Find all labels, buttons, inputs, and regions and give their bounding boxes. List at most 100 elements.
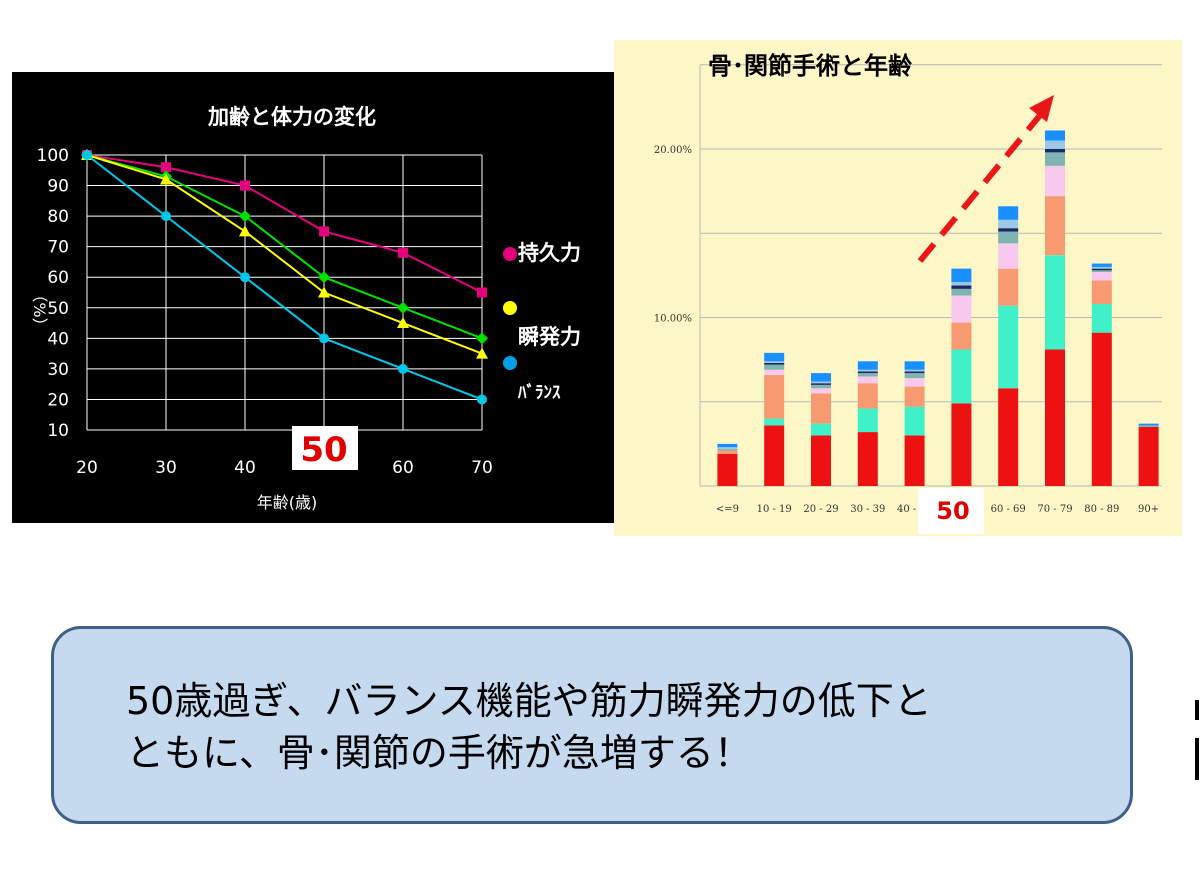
edge-mark-1 bbox=[1195, 700, 1199, 720]
point-triangle bbox=[160, 173, 172, 185]
bar-segment bbox=[717, 447, 738, 449]
bar-segment bbox=[998, 388, 1019, 486]
bar-segment bbox=[904, 361, 925, 370]
point-circle bbox=[82, 150, 92, 160]
bar-segment bbox=[1091, 266, 1112, 269]
bar-segment bbox=[857, 376, 878, 384]
point-circle bbox=[240, 272, 250, 283]
increase-arrow-head bbox=[1029, 95, 1054, 122]
bar-segment bbox=[717, 443, 738, 448]
bar-segment bbox=[951, 295, 972, 323]
y-tick-label: 90 bbox=[47, 177, 69, 197]
bar-segment bbox=[717, 453, 738, 486]
bar-segment bbox=[857, 408, 878, 433]
bar-segment bbox=[1045, 152, 1065, 166]
y-tick-label: 10.00% bbox=[654, 314, 692, 325]
category-label: 60 - 69 bbox=[991, 504, 1026, 515]
right-chart-title: 骨･関節手術と年齢 bbox=[708, 52, 913, 80]
right-highlight-box bbox=[918, 488, 984, 534]
bar-segment bbox=[1138, 425, 1159, 428]
x-tick-label: 40 bbox=[234, 458, 256, 478]
legend-endurance-dot bbox=[503, 247, 517, 261]
bar-segment bbox=[1091, 263, 1112, 267]
y-tick-label: 40 bbox=[47, 329, 69, 349]
bar-segment bbox=[811, 384, 831, 389]
point-square bbox=[477, 287, 487, 298]
surgery-age-chart-svg: 20.00% 10.00% <=9 10 - 19 20 - 29 30 - 39 40 … bbox=[654, 52, 1162, 534]
bar-segment bbox=[1091, 270, 1112, 273]
y-tick-label: 100 bbox=[37, 146, 69, 166]
bar-segment bbox=[811, 388, 831, 394]
bar-segment bbox=[764, 362, 785, 365]
bar-segment bbox=[764, 374, 785, 419]
bar-segment bbox=[951, 282, 972, 286]
bar-segment bbox=[764, 418, 785, 426]
series-line-1 bbox=[86, 154, 483, 340]
point-triangle bbox=[476, 347, 488, 359]
bar-segment bbox=[904, 371, 925, 374]
bar-segment bbox=[764, 352, 785, 362]
bar-segment bbox=[811, 381, 831, 384]
left-chart-xlabel: 年齢(歳) bbox=[257, 493, 318, 512]
left-chart-title: 加齢と体力の変化 bbox=[207, 105, 376, 129]
category-label: <=9 bbox=[716, 504, 739, 515]
summary-line-1: 50歳過ぎ、バランス機能や筋力瞬発力の低下と bbox=[126, 679, 932, 723]
bar-segment bbox=[951, 268, 972, 283]
y-tick-label: 30 bbox=[47, 360, 69, 380]
bar-segment bbox=[904, 378, 925, 387]
point-triangle bbox=[318, 286, 330, 298]
physical-strength-chart: 加齢と体力の変化 100 90 80 70 60 50 40 30 20 10 20 30 40 60 7… bbox=[12, 72, 638, 523]
y-tick-label: 20 bbox=[47, 390, 69, 410]
bar-segment bbox=[904, 406, 925, 436]
point-triangle bbox=[397, 317, 409, 329]
bar-segment bbox=[904, 386, 925, 407]
category-label: 80 - 89 bbox=[1084, 504, 1119, 515]
bar-segment bbox=[904, 373, 925, 379]
point-diamond bbox=[239, 210, 251, 223]
highlight-box bbox=[292, 426, 358, 470]
x-tick-label: 30 bbox=[155, 458, 177, 478]
x-tick-label: 60 bbox=[392, 458, 414, 478]
category-label: 10 - 19 bbox=[757, 504, 792, 515]
point-circle bbox=[398, 363, 408, 374]
category-label: 30 - 39 bbox=[850, 504, 885, 515]
point-diamond bbox=[476, 332, 488, 345]
bar-segment bbox=[1045, 165, 1065, 197]
bar-segment bbox=[998, 305, 1019, 389]
bar-segment bbox=[951, 288, 972, 296]
bar-segment bbox=[951, 349, 972, 404]
right-chart-highlight-50: 50 bbox=[936, 497, 969, 525]
point-triangle bbox=[239, 225, 251, 237]
point-diamond bbox=[397, 301, 409, 314]
bar-segment bbox=[904, 435, 925, 486]
bar-segment bbox=[1045, 140, 1065, 149]
bar-segment bbox=[764, 364, 785, 370]
legend-balance-label: ﾊﾞﾗﾝｽ bbox=[517, 382, 561, 403]
physical-strength-chart-svg: 加齢と体力の変化 100 90 80 70 60 50 40 30 20 10 20 30 40 60 7… bbox=[30, 105, 581, 512]
x-tick-label: 20 bbox=[76, 458, 98, 478]
y-tick-label: 10 bbox=[47, 421, 69, 441]
bar-segment bbox=[764, 361, 785, 363]
bar-segment bbox=[951, 322, 972, 350]
bar-segment bbox=[811, 373, 831, 382]
bar-segment bbox=[717, 450, 738, 454]
bar-segment bbox=[1045, 349, 1065, 486]
bar-segment bbox=[717, 448, 738, 451]
bar-segment bbox=[1091, 332, 1112, 486]
category-label: 70 - 79 bbox=[1037, 504, 1072, 515]
left-chart-ylabel: （%） bbox=[30, 286, 49, 333]
bar-segment bbox=[998, 206, 1019, 220]
legend-endurance-label: 持久力 bbox=[518, 241, 581, 265]
bar-segment bbox=[998, 231, 1019, 244]
legend-power-dot bbox=[503, 301, 517, 315]
bar-segment bbox=[1091, 280, 1112, 305]
left-chart-highlight-50: 50 bbox=[300, 430, 347, 470]
point-square bbox=[319, 226, 329, 237]
bar-segment bbox=[1138, 423, 1159, 426]
point-diamond bbox=[318, 271, 330, 284]
bar-segment bbox=[1091, 304, 1112, 333]
y-tick-label: 50 bbox=[47, 299, 69, 319]
bar-segment bbox=[951, 285, 972, 289]
bar-segment bbox=[811, 383, 831, 385]
bar-segment bbox=[998, 268, 1019, 306]
